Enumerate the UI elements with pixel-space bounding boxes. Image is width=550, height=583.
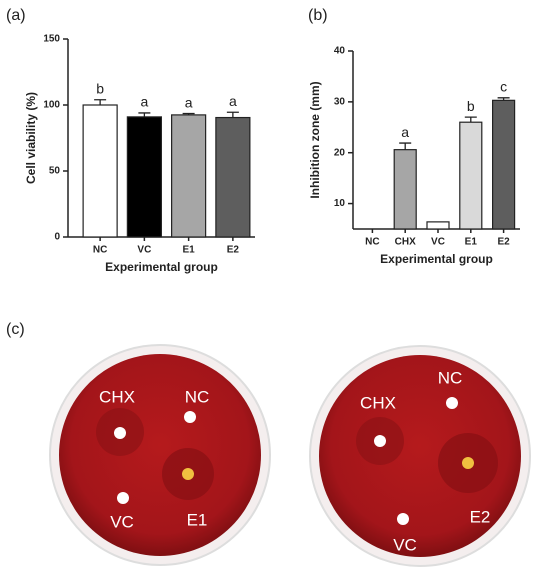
panel-label: (a) bbox=[6, 7, 26, 24]
panel-label: (b) bbox=[308, 7, 328, 24]
y-tick-label: 10 bbox=[334, 198, 346, 209]
y-axis-label: Cell viability (%) bbox=[24, 92, 38, 184]
plate-label: NC bbox=[438, 368, 463, 387]
petri-dish bbox=[309, 345, 531, 567]
x-tick-label: E2 bbox=[497, 237, 510, 248]
error-bar bbox=[464, 116, 477, 123]
x-tick-label: VC bbox=[431, 237, 445, 248]
error-bar bbox=[399, 142, 412, 150]
bar bbox=[393, 149, 417, 230]
plate-label: CHX bbox=[360, 393, 396, 412]
bar bbox=[426, 221, 450, 230]
plate-label: E1 bbox=[187, 510, 208, 529]
y-tick-label: 40 bbox=[334, 46, 346, 57]
significance-letter: a bbox=[401, 124, 409, 140]
bar bbox=[82, 104, 118, 238]
error-bar bbox=[138, 112, 151, 117]
bar bbox=[459, 121, 483, 230]
panel-label: (c) bbox=[6, 321, 25, 338]
error-bar bbox=[94, 99, 107, 105]
error-bar bbox=[226, 111, 239, 118]
significance-letter: a bbox=[185, 94, 193, 110]
x-tick-label: CHX bbox=[395, 237, 416, 248]
significance-letter: b bbox=[96, 80, 104, 96]
bar bbox=[215, 116, 251, 238]
bar bbox=[171, 114, 207, 238]
x-tick-label: E1 bbox=[465, 237, 478, 248]
plate-label: NC bbox=[185, 387, 210, 406]
significance-letter: a bbox=[229, 93, 237, 109]
y-tick-label: 150 bbox=[43, 34, 60, 45]
x-tick-label: NC bbox=[365, 237, 379, 248]
x-tick-label: VC bbox=[137, 245, 151, 256]
significance-letter: a bbox=[140, 94, 148, 110]
plate-label: CHX bbox=[99, 387, 135, 406]
y-tick-label: 50 bbox=[49, 166, 61, 177]
error-bar bbox=[182, 112, 195, 115]
significance-letter: b bbox=[467, 98, 475, 114]
y-axis-label: Inhibition zone (mm) bbox=[308, 81, 322, 198]
petri-dish bbox=[49, 344, 271, 566]
y-tick-label: 0 bbox=[54, 232, 60, 243]
x-axis-label: Experimental group bbox=[380, 252, 493, 266]
y-tick-label: 30 bbox=[334, 96, 346, 107]
x-tick-label: E1 bbox=[183, 245, 196, 256]
plate-label: VC bbox=[110, 512, 134, 531]
error-bar bbox=[497, 97, 510, 101]
plate-label: VC bbox=[393, 535, 417, 554]
y-tick-label: 100 bbox=[43, 100, 60, 111]
bar bbox=[492, 99, 516, 230]
x-axis-label: Experimental group bbox=[105, 260, 218, 274]
y-tick-label: 20 bbox=[334, 147, 346, 158]
x-tick-label: NC bbox=[93, 245, 107, 256]
plate-label: E2 bbox=[470, 507, 491, 526]
x-tick-label: E2 bbox=[227, 245, 240, 256]
significance-letter: c bbox=[500, 78, 507, 94]
bar bbox=[126, 116, 162, 238]
